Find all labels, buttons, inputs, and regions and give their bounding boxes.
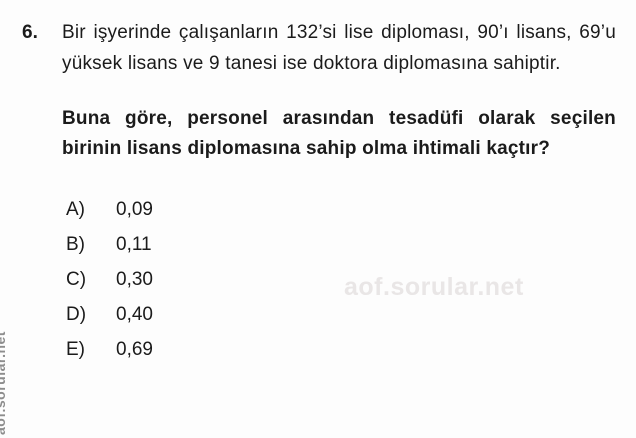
option-value-c: 0,30	[116, 268, 153, 290]
question-content: Bir işyerinde çalışanların 132’si lise d…	[62, 17, 616, 367]
question-prompt-text: Buna göre, personel arasından tesadüfi o…	[62, 108, 616, 159]
option-value-d: 0,40	[116, 303, 153, 325]
question-body-text: Bir işyerinde çalışanların 132’si lise d…	[62, 22, 616, 74]
option-row-e: E) 0,69	[66, 332, 616, 367]
option-letter-d: D)	[66, 303, 87, 325]
option-letter-a: A)	[66, 198, 85, 220]
question-number: 6.	[22, 22, 38, 43]
options-list: A) 0,09 B) 0,11 C) 0,30 D) 0,40 E) 0,6	[62, 192, 616, 367]
option-letter-c: C)	[66, 268, 87, 290]
option-value-e: 0,69	[116, 338, 153, 360]
option-value-b: 0,11	[116, 233, 152, 255]
option-row-d: D) 0,40	[66, 297, 616, 332]
option-letter-e: E)	[66, 338, 85, 360]
option-value-a: 0,09	[116, 198, 153, 220]
option-row-c: C) 0,30	[66, 262, 616, 297]
watermark-center: aof.sorular.net	[344, 273, 524, 301]
option-row-b: B) 0,11	[66, 227, 616, 262]
question-block: 6. Bir işyerinde çalışanların 132’si lis…	[22, 17, 616, 367]
option-row-a: A) 0,09	[66, 192, 616, 227]
option-letter-b: B)	[66, 233, 85, 255]
watermark-side-vertical: aof.sorular.net	[0, 331, 8, 435]
